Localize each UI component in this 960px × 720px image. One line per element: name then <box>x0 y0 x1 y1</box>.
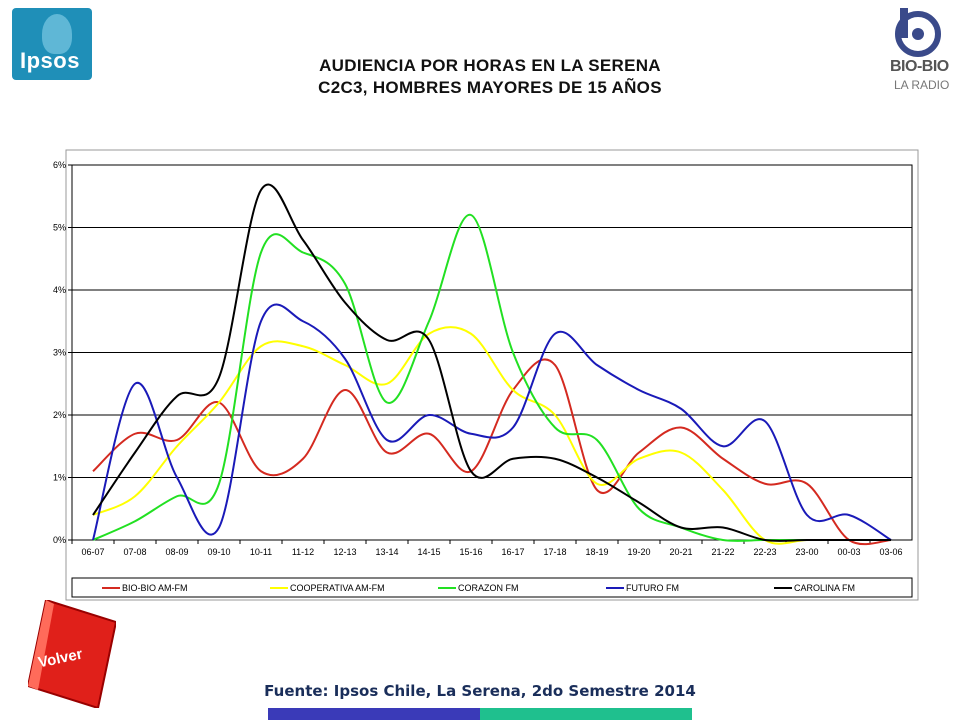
x-tick-label: 07-08 <box>123 547 146 557</box>
chart-title-line1: AUDIENCIA POR HORAS EN LA SERENA <box>319 56 661 75</box>
x-tick-label: 19-20 <box>627 547 650 557</box>
y-tick-label: 4% <box>53 285 66 295</box>
x-axis: 06-07 07-08 08-09 09-10 10-11 11-12 12-13 13-14… <box>71 540 903 557</box>
series-line-2 <box>92 213 891 542</box>
volver-button[interactable] <box>28 600 116 708</box>
x-tick-label: 13-14 <box>375 547 398 557</box>
biobio-logo: BIO-BIO LA RADIO <box>882 6 954 98</box>
x-tick-label: 23-00 <box>795 547 818 557</box>
x-tick-label: 11-12 <box>292 547 314 557</box>
x-tick-label: 16-17 <box>501 547 524 557</box>
y-tick-label: 6% <box>53 160 66 170</box>
y-axis: 0% 1% 2% 3% 4% 5% 6% <box>53 160 72 545</box>
y-tick-label: 0% <box>53 535 66 545</box>
x-tick-label: 10-11 <box>250 547 272 557</box>
series-line-3 <box>92 303 892 541</box>
y-tick-label: 5% <box>53 223 66 233</box>
legend-label: FUTURO FM <box>626 583 679 593</box>
chart-title-line2: C2C3, HOMBRES MAYORES DE 15 AÑOS <box>318 78 662 97</box>
ipsos-head-icon <box>42 14 72 54</box>
grid-lines <box>72 164 912 478</box>
x-tick-label: 20-21 <box>669 547 692 557</box>
y-tick-label: 3% <box>53 348 66 358</box>
x-tick-label: 14-15 <box>417 547 440 557</box>
x-tick-label: 18-19 <box>585 547 608 557</box>
series-line-0 <box>92 358 892 546</box>
x-tick-label: 03-06 <box>879 547 902 557</box>
x-tick-label: 09-10 <box>207 547 230 557</box>
x-tick-label: 15-16 <box>459 547 482 557</box>
legend-label: COOPERATIVA AM-FM <box>290 583 385 593</box>
footer-bar-green <box>480 708 692 720</box>
x-tick-label: 21-22 <box>711 547 734 557</box>
footer-bar-blue <box>268 708 480 720</box>
y-tick-label: 1% <box>53 473 66 483</box>
biobio-mark-icon <box>895 8 941 57</box>
x-tick-label: 12-13 <box>333 547 356 557</box>
x-tick-label: 08-09 <box>165 547 188 557</box>
chart-frame <box>65 149 919 601</box>
x-tick-label: 06-07 <box>81 547 104 557</box>
series-line-1 <box>92 326 891 545</box>
series-line-4 <box>92 183 891 542</box>
legend-label: CAROLINA FM <box>794 583 855 593</box>
ipsos-logo-text: Ipsos <box>20 48 80 73</box>
x-tick-label: 17-18 <box>543 547 566 557</box>
series-lines <box>92 183 892 546</box>
source-note: Fuente: Ipsos Chile, La Serena, 2do Seme… <box>264 682 696 700</box>
x-tick-label: 00-03 <box>837 547 860 557</box>
y-tick-label: 2% <box>53 410 66 420</box>
x-tick-label: 22-23 <box>753 547 776 557</box>
legend: BIO-BIO AM-FM COOPERATIVA AM-FM CORAZON FM… <box>102 583 855 593</box>
legend-label: BIO-BIO AM-FM <box>122 583 188 593</box>
biobio-logo-text: BIO-BIO <box>890 58 949 75</box>
legend-label: CORAZON FM <box>458 583 519 593</box>
biobio-logo-subtext: LA RADIO <box>894 78 950 92</box>
legend-box <box>71 577 913 598</box>
ipsos-logo: Ipsos <box>12 8 92 80</box>
